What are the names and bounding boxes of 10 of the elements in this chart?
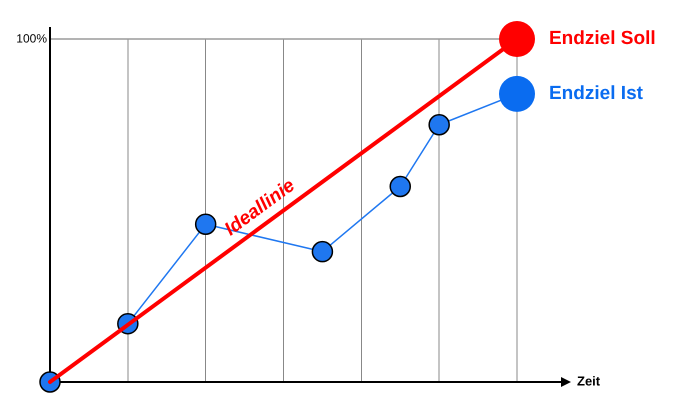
point — [499, 76, 535, 112]
point — [312, 240, 334, 262]
text: 100% — [16, 31, 48, 46]
x-axis-title: Zeit — [577, 374, 601, 389]
series-label: Endziel Ist — [549, 83, 644, 104]
point — [499, 21, 535, 57]
point — [194, 213, 216, 235]
series-label: Endziel Soll — [549, 28, 656, 50]
point — [428, 114, 450, 136]
point — [390, 176, 411, 198]
